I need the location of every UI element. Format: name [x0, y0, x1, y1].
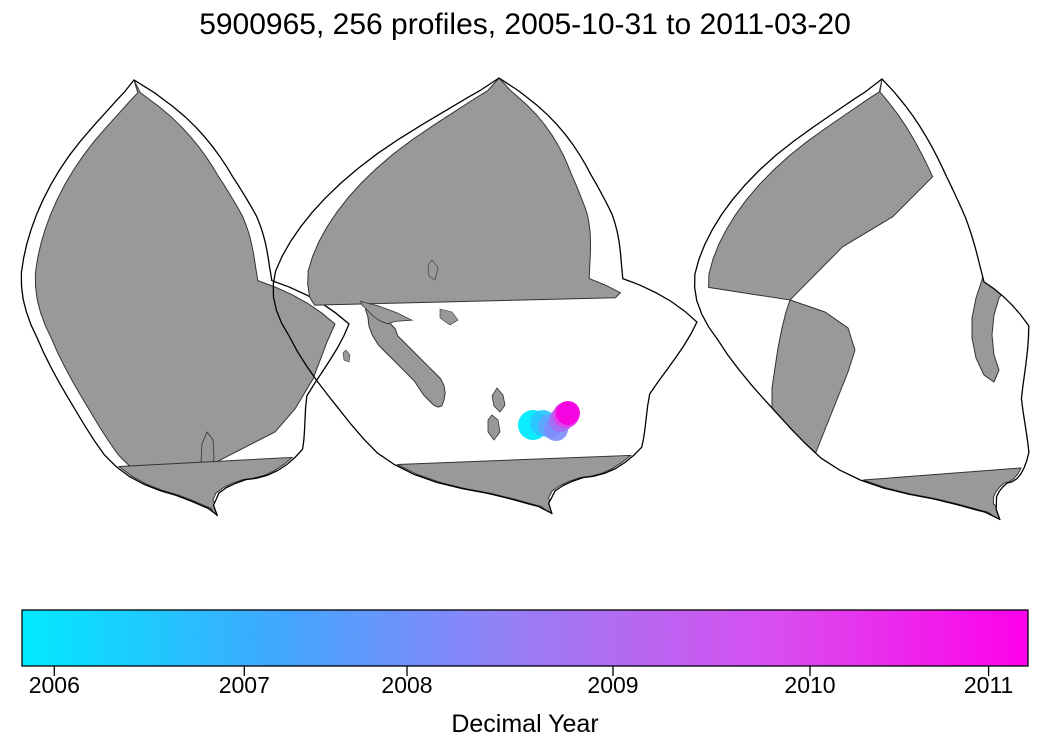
- svg-text:Decimal Year: Decimal Year: [451, 710, 598, 738]
- svg-text:2011: 2011: [964, 672, 1013, 698]
- svg-text:2010: 2010: [784, 672, 835, 698]
- svg-text:2008: 2008: [381, 672, 432, 698]
- svg-text:2007: 2007: [219, 672, 270, 698]
- svg-text:2006: 2006: [29, 672, 80, 698]
- svg-text:2009: 2009: [587, 672, 638, 698]
